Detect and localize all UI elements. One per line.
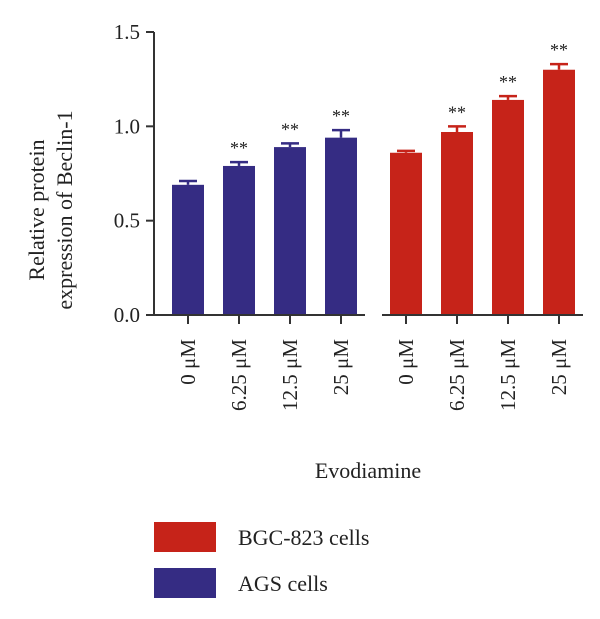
significance-layer: ** ** ** ** ** **	[230, 40, 568, 158]
x-category-labels-layer: 0 μM 6.25 μM 12.5 μM 25 μM 0 μM 6.25 μM 12.5 μ…	[176, 339, 571, 411]
significance-label: **	[332, 106, 350, 126]
y-axis-title-line-1: Relative protein	[24, 139, 49, 280]
bar	[223, 165, 255, 315]
bar	[274, 147, 306, 315]
x-category-label: 0 μM	[394, 339, 418, 385]
significance-label: **	[230, 138, 248, 158]
legend: BGC-823 cells AGS cells	[154, 522, 369, 598]
x-category-label: 25 μM	[547, 339, 571, 396]
significance-label: **	[499, 72, 517, 92]
y-axis-title-line-2: expression of Beclin-1	[52, 110, 77, 309]
bar	[441, 131, 473, 315]
legend-swatch	[154, 522, 216, 552]
y-tick-label: 1.0	[114, 114, 140, 138]
significance-label: **	[448, 102, 466, 122]
x-category-label: 6.25 μM	[445, 339, 469, 411]
legend-label: AGS cells	[238, 571, 328, 596]
y-tick-label: 0.0	[114, 303, 140, 327]
x-category-label: 6.25 μM	[227, 339, 251, 411]
bar	[325, 137, 357, 315]
y-ticks-layer: 0.0 0.5 1.0 1.5	[114, 20, 560, 327]
significance-label: **	[550, 40, 568, 60]
x-category-label: 12.5 μM	[278, 339, 302, 411]
bar	[492, 99, 524, 315]
x-category-label: 0 μM	[176, 339, 200, 385]
legend-label: BGC-823 cells	[238, 525, 369, 550]
significance-label: **	[281, 119, 299, 139]
bars-layer	[172, 69, 575, 315]
y-tick-label: 1.5	[114, 20, 140, 44]
x-category-label: 25 μM	[329, 339, 353, 396]
legend-swatch	[154, 568, 216, 598]
x-axis-title: Evodiamine	[315, 458, 421, 483]
error-bars-layer	[179, 62, 568, 185]
axes-layer	[153, 32, 583, 316]
bar	[172, 184, 204, 315]
x-category-label: 12.5 μM	[496, 339, 520, 411]
bar	[543, 69, 575, 315]
y-tick-label: 0.5	[114, 209, 140, 233]
bar	[390, 152, 422, 315]
